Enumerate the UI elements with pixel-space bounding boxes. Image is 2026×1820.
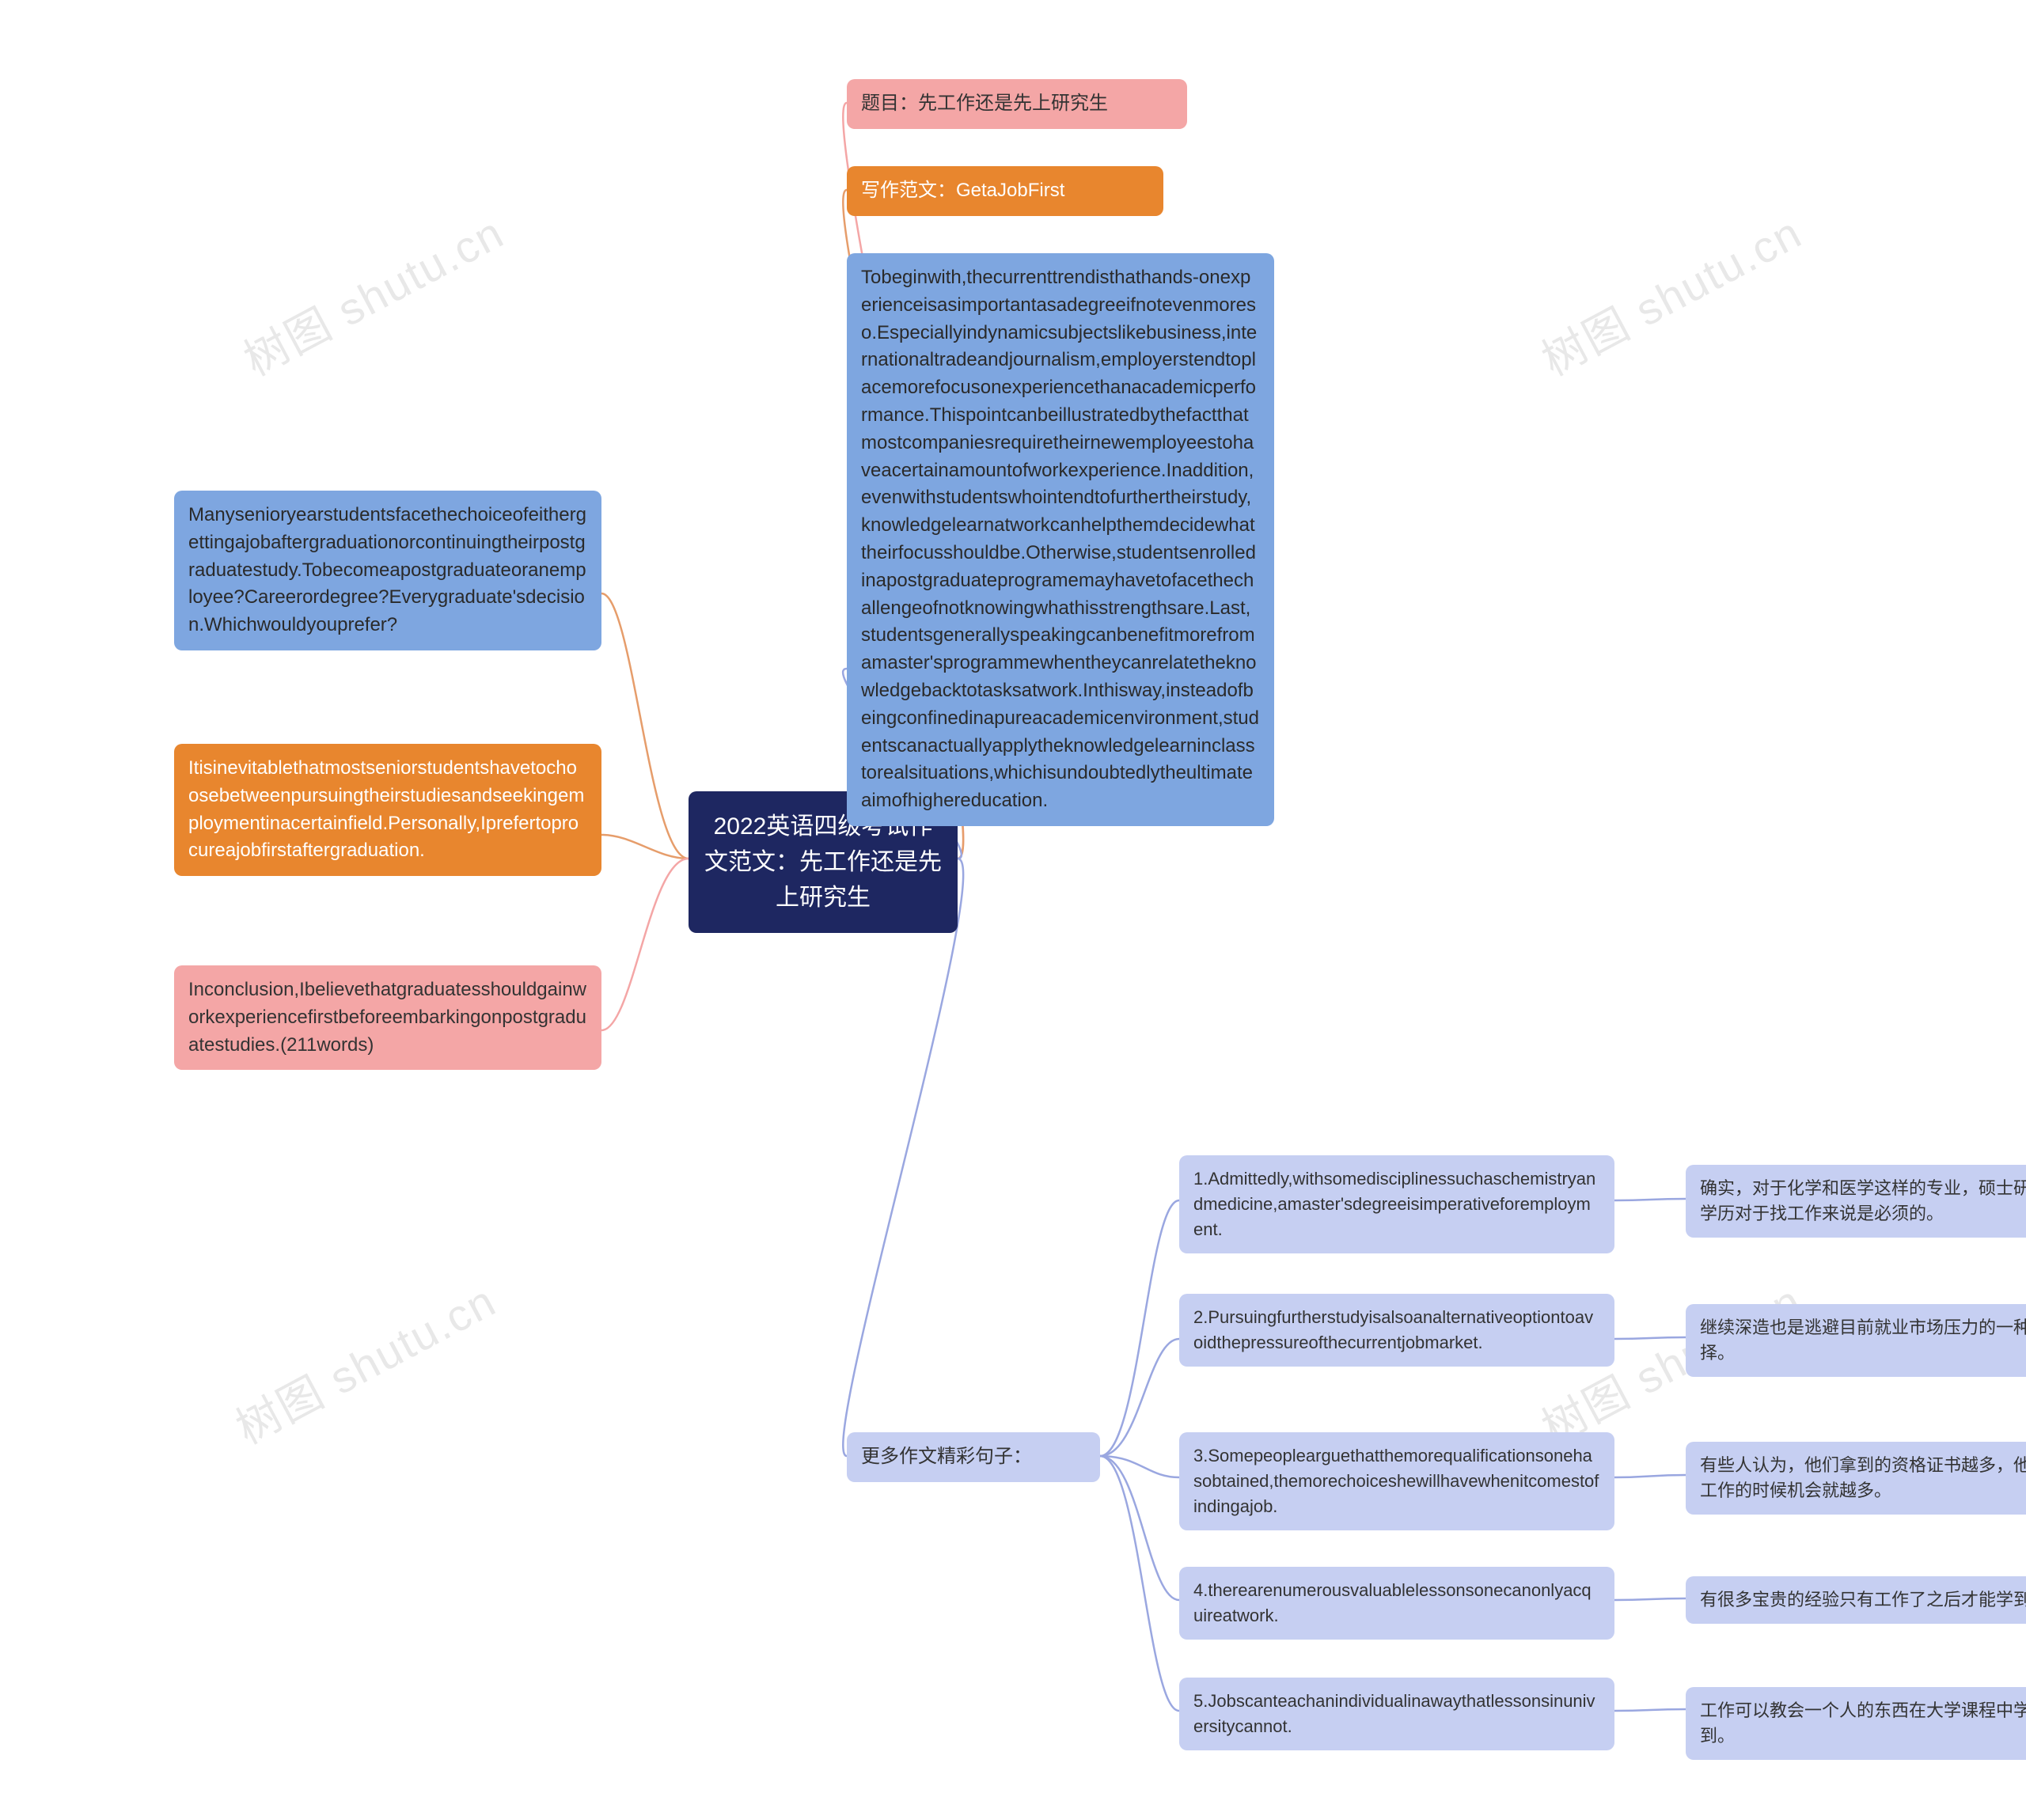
- sentence-zh-3: 有些人认为，他们拿到的资格证书越多，他们找工作的时候机会就越多。: [1686, 1442, 2026, 1515]
- watermark: 树图 shutu.cn: [1529, 198, 1812, 389]
- right-node-more-label: 更多作文精彩句子：: [847, 1432, 1100, 1482]
- right-node-topic: 题目：先工作还是先上研究生: [847, 79, 1187, 129]
- sentence-zh-2: 继续深造也是逃避目前就业市场压力的一种选择。: [1686, 1304, 2026, 1377]
- right-node-sample-title: 写作范文：GetaJobFirst: [847, 166, 1163, 216]
- right-node-body: Tobeginwith,thecurrenttrendisthathands-o…: [847, 253, 1274, 826]
- sentence-en-4: 4.therearenumerousvaluablelessonsonecano…: [1179, 1567, 1614, 1640]
- sentence-en-2: 2.Pursuingfurtherstudyisalsoanalternativ…: [1179, 1294, 1614, 1367]
- sentence-zh-4: 有很多宝贵的经验只有工作了之后才能学到。: [1686, 1576, 2026, 1624]
- watermark: 树图 shutu.cn: [231, 198, 514, 389]
- left-node-1: Manysenioryearstudentsfacethechoiceofeit…: [174, 491, 601, 650]
- left-node-2: Itisinevitablethatmostseniorstudentshave…: [174, 744, 601, 876]
- watermark: 树图 shutu.cn: [223, 1266, 506, 1457]
- sentence-zh-1: 确实，对于化学和医学这样的专业，硕士研究生学历对于找工作来说是必须的。: [1686, 1165, 2026, 1238]
- left-node-3: Inconclusion,Ibelievethatgraduatesshould…: [174, 965, 601, 1070]
- sentence-zh-5: 工作可以教会一个人的东西在大学课程中学不到。: [1686, 1687, 2026, 1760]
- sentence-en-1: 1.Admittedly,withsomedisciplinessuchasch…: [1179, 1155, 1614, 1253]
- sentence-en-3: 3.Somepeoplearguethatthemorequalificatio…: [1179, 1432, 1614, 1530]
- sentence-en-5: 5.Jobscanteachanindividualinawaythatless…: [1179, 1678, 1614, 1750]
